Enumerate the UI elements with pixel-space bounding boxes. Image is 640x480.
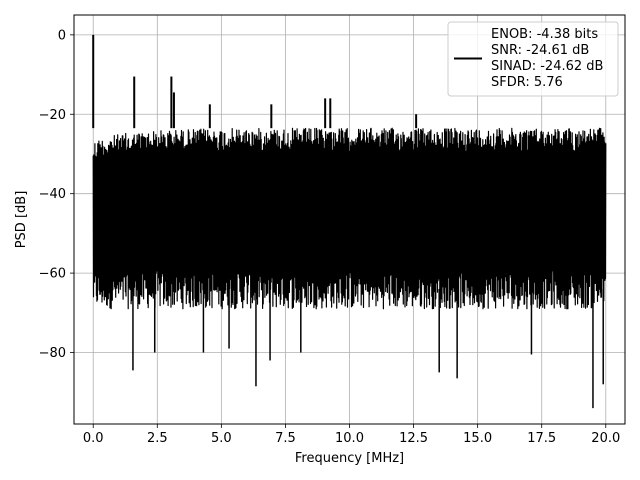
x-tick-label: 10.0 — [335, 431, 364, 446]
x-axis: 0.0 2.5 5.0 7.5 10.0 12.5 15.0 17.5 20.0 — [83, 424, 620, 446]
psd-trace — [92, 127, 607, 310]
y-tick-label: −20 — [39, 108, 66, 123]
x-tick-label: 7.5 — [275, 431, 296, 446]
legend-sfdr: SFDR: 5.76 — [491, 75, 563, 90]
x-tick-label: 12.5 — [399, 431, 428, 446]
legend-snr: SNR: -24.61 dB — [491, 43, 589, 58]
x-axis-label: Frequency [MHz] — [295, 451, 404, 466]
legend: ENOB: -4.38 bits SNR: -24.61 dB SINAD: -… — [447, 21, 619, 97]
x-tick-label: 17.5 — [527, 431, 556, 446]
psd-series — [92, 34, 607, 409]
legend-box — [447, 21, 619, 97]
x-tick-label: 5.0 — [211, 431, 232, 446]
x-tick-label: 15.0 — [463, 431, 492, 446]
legend-enob: ENOB: -4.38 bits — [491, 27, 598, 42]
y-tick-label: −80 — [39, 346, 66, 361]
y-axis: 0 −20 −40 −60 −80 — [39, 28, 74, 361]
y-tick-label: −40 — [39, 187, 66, 202]
y-axis-label: PSD [dB] — [14, 191, 29, 249]
x-tick-label: 0.0 — [83, 431, 104, 446]
y-tick-label: −60 — [39, 267, 66, 282]
legend-sinad: SINAD: -24.62 dB — [491, 59, 603, 74]
y-tick-label: 0 — [58, 28, 66, 43]
x-tick-label: 2.5 — [147, 431, 168, 446]
x-tick-label: 20.0 — [591, 431, 620, 446]
